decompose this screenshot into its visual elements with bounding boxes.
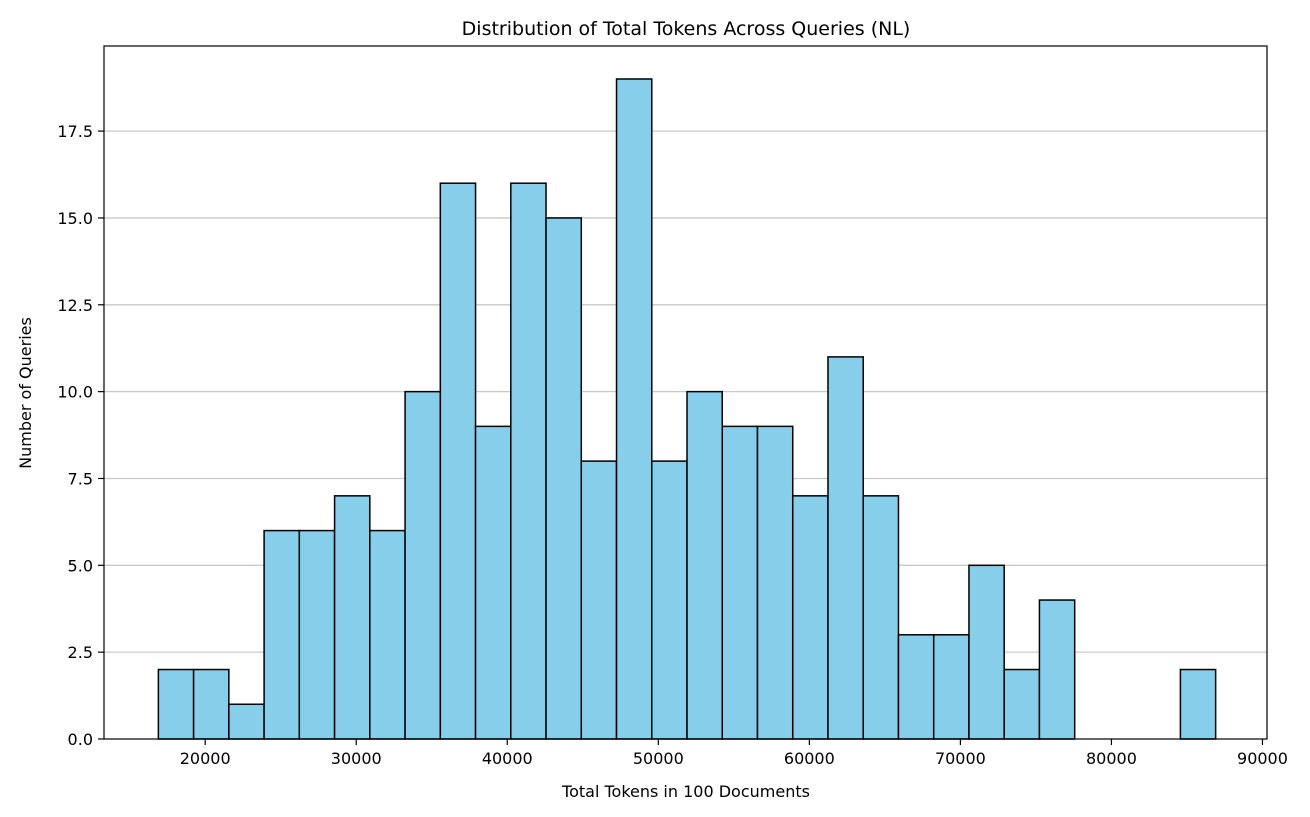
bar-3 xyxy=(263,529,301,740)
x-tick-label-3: 50000 xyxy=(633,749,684,768)
bar-23 xyxy=(968,564,1005,740)
x-tick-label-7: 90000 xyxy=(1237,749,1288,768)
y-tick-label-7: 17.5 xyxy=(57,122,93,141)
bar-6 xyxy=(369,529,406,740)
x-axis-label: Total Tokens in 100 Documents xyxy=(561,782,810,801)
bar-25 xyxy=(1038,599,1076,740)
x-tick-label-6: 80000 xyxy=(1086,749,1137,768)
bar-21 xyxy=(897,634,935,740)
bar-20 xyxy=(862,495,900,740)
bar-19 xyxy=(827,356,864,740)
y-tick-label-0: 0.0 xyxy=(68,730,93,749)
bar-10 xyxy=(510,182,547,740)
bar-13 xyxy=(615,78,653,740)
y-tick-label-6: 15.0 xyxy=(57,209,93,228)
bar-11 xyxy=(545,217,583,740)
x-axis-ticks: 20000 30000 40000 50000 60000 70000 80000 90000 xyxy=(180,739,1288,768)
bar-9 xyxy=(474,425,512,740)
y-axis-ticks: 0.0 2.5 5.0 7.5 10.0 12.5 15.0 17.5 xyxy=(57,122,104,749)
bar-22 xyxy=(932,634,970,740)
bar-29 xyxy=(1179,668,1217,740)
bar-4 xyxy=(298,529,336,740)
bar-12 xyxy=(580,460,618,740)
bar-1 xyxy=(192,668,230,740)
x-tick-label-5: 70000 xyxy=(935,749,986,768)
y-axis-label: Number of Queries xyxy=(16,317,35,469)
bar-0 xyxy=(157,668,195,740)
bar-15 xyxy=(686,390,724,740)
bar-2 xyxy=(228,703,265,740)
y-tick-label-3: 7.5 xyxy=(68,469,93,488)
y-tick-label-4: 10.0 xyxy=(57,383,93,402)
x-tick-label-1: 30000 xyxy=(331,749,382,768)
bar-18 xyxy=(791,495,829,740)
x-tick-label-0: 20000 xyxy=(180,749,231,768)
x-tick-label-2: 40000 xyxy=(482,749,533,768)
bar-14 xyxy=(651,460,688,740)
plot-frame xyxy=(103,45,1268,740)
chart-title: Distribution of Total Tokens Across Quer… xyxy=(462,18,911,40)
bar-5 xyxy=(333,495,371,740)
y-tick-label-1: 2.5 xyxy=(68,643,93,662)
y-tick-label-2: 5.0 xyxy=(68,556,93,575)
bars xyxy=(157,78,1217,740)
bar-24 xyxy=(1003,668,1041,740)
bar-16 xyxy=(721,425,759,740)
bar-17 xyxy=(756,425,794,740)
bar-7 xyxy=(404,390,442,740)
bar-8 xyxy=(439,182,477,740)
x-tick-label-4: 60000 xyxy=(784,749,835,768)
y-tick-label-5: 12.5 xyxy=(57,296,93,315)
